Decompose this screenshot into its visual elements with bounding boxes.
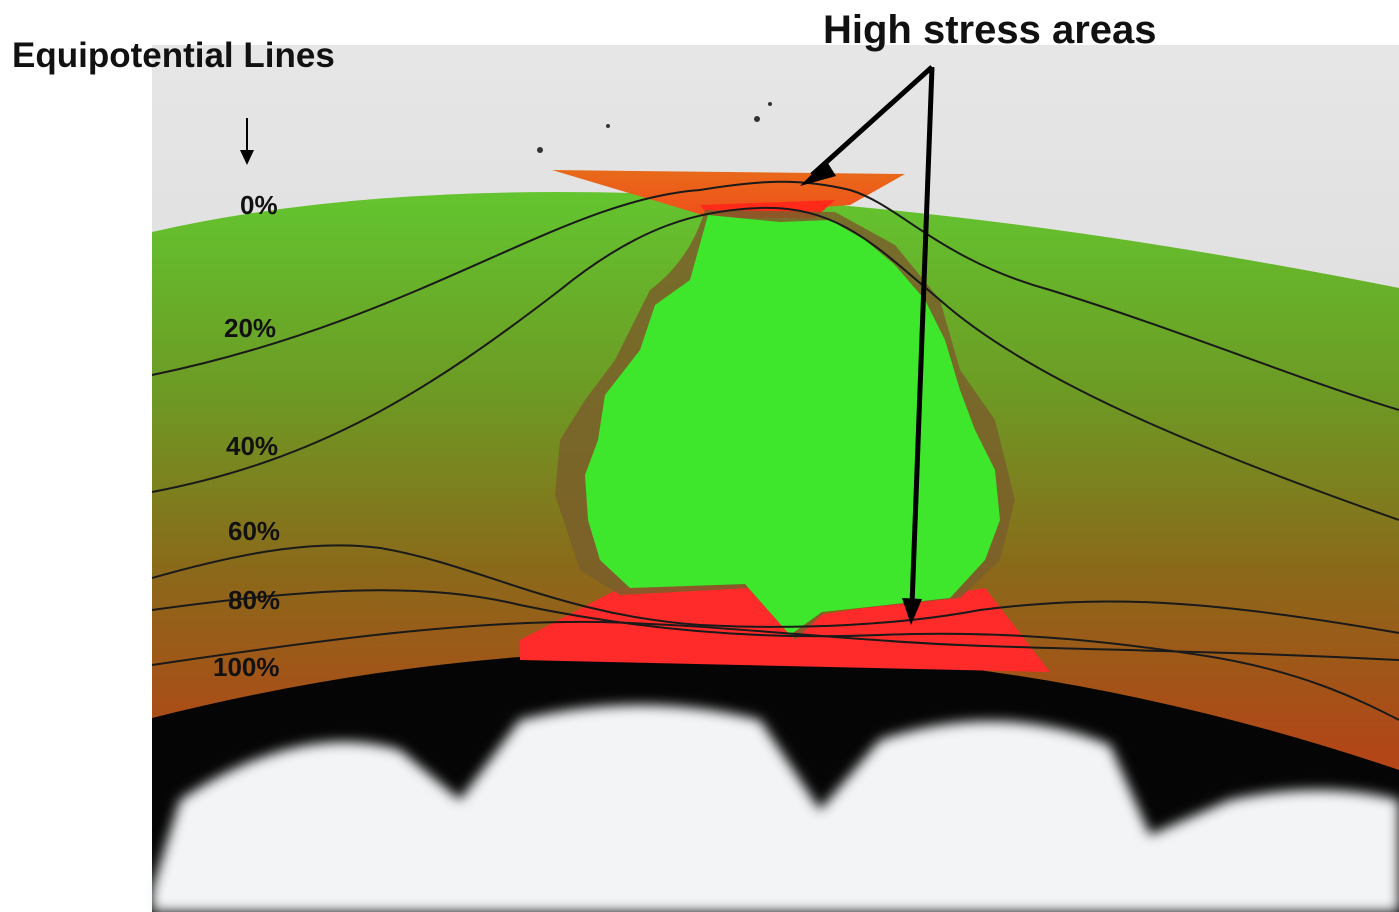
void-cavity bbox=[585, 215, 1000, 635]
level-label-80: 80% bbox=[228, 585, 281, 615]
equipotential-line-4 bbox=[151, 620, 1399, 666]
arrow-shaft-bottom bbox=[909, 66, 935, 606]
equipotential-line-0 bbox=[151, 180, 1399, 411]
equipotential-line-1 bbox=[151, 206, 1399, 521]
debris-speck bbox=[754, 116, 760, 122]
level-label-100: 100% bbox=[213, 652, 280, 682]
stress-arrows bbox=[800, 65, 935, 625]
arrow-head-top bbox=[800, 160, 836, 186]
conductor-strands bbox=[152, 705, 1399, 912]
equipotential-line-2 bbox=[151, 544, 1399, 634]
high-stress-areas-title: High stress areas bbox=[823, 8, 1157, 52]
debris-speck bbox=[537, 147, 543, 153]
equipotential-lines-title: Equipotential Lines bbox=[12, 36, 335, 75]
debris-specks bbox=[537, 102, 772, 153]
level-label-20: 20% bbox=[224, 313, 277, 343]
down-arrow bbox=[240, 118, 254, 165]
level-label-40: 40% bbox=[226, 431, 279, 461]
debris-speck bbox=[606, 124, 610, 128]
level-label-0: 0% bbox=[240, 190, 278, 220]
arrow-head-bottom bbox=[902, 598, 922, 625]
debris-speck bbox=[768, 102, 772, 106]
down-arrow-head bbox=[240, 150, 254, 165]
equipotential-lines bbox=[151, 180, 1399, 721]
arrow-shaft-top bbox=[810, 65, 934, 177]
level-label-60: 60% bbox=[228, 516, 281, 546]
